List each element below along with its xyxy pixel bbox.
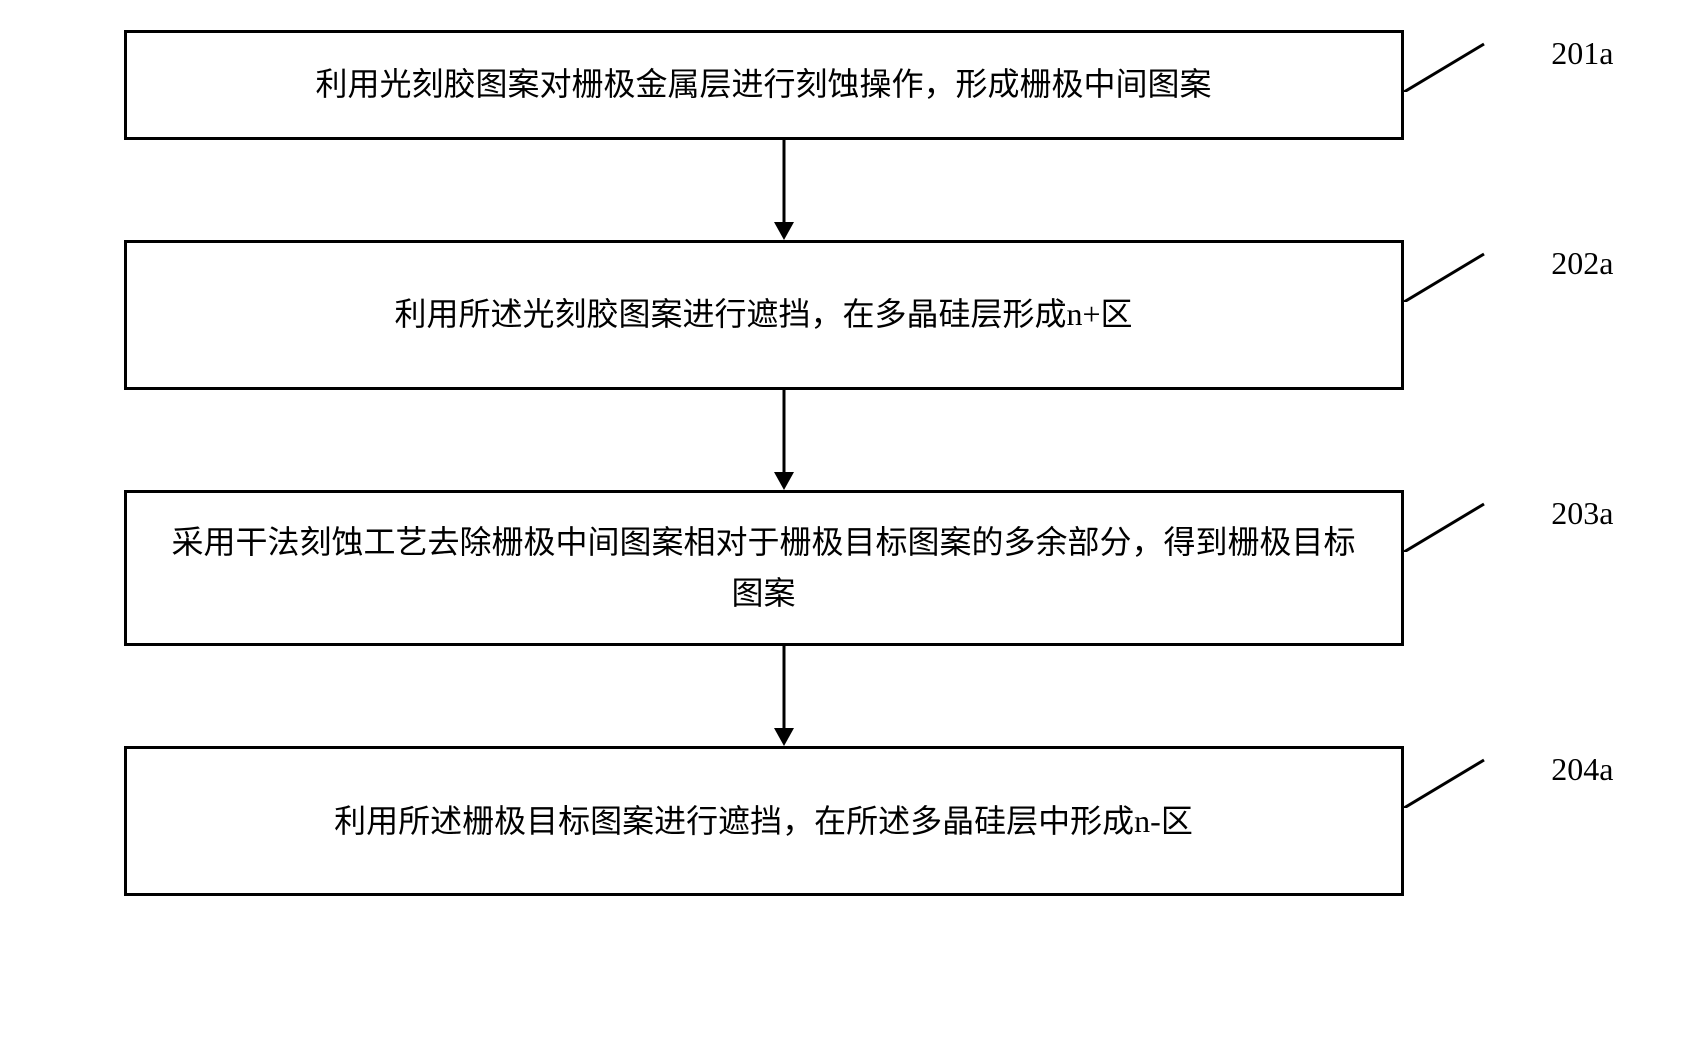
label-connector-line [1404,492,1504,552]
step-label-204a: 204a [1551,751,1613,788]
step-text: 利用所述光刻胶图案进行遮挡，在多晶硅层形成n+区 [394,289,1132,340]
step-row-4: 利用所述栅极目标图案进行遮挡，在所述多晶硅层中形成n-区 204a [94,746,1594,896]
step-text: 利用所述栅极目标图案进行遮挡，在所述多晶硅层中形成n-区 [334,796,1193,847]
step-row-2: 利用所述光刻胶图案进行遮挡，在多晶硅层形成n+区 202a [94,240,1594,390]
step-row-1: 利用光刻胶图案对栅极金属层进行刻蚀操作，形成栅极中间图案 201a [94,30,1594,140]
label-connector-line [1404,242,1504,302]
step-text: 采用干法刻蚀工艺去除栅极中间图案相对于栅极目标图案的多余部分，得到栅极目标图案 [157,517,1371,619]
step-box-202a: 利用所述光刻胶图案进行遮挡，在多晶硅层形成n+区 [124,240,1404,390]
arrow-connector-3 [124,646,1444,746]
step-row-3: 采用干法刻蚀工艺去除栅极中间图案相对于栅极目标图案的多余部分，得到栅极目标图案 … [94,490,1594,646]
step-box-204a: 利用所述栅极目标图案进行遮挡，在所述多晶硅层中形成n-区 [124,746,1404,896]
step-label-201a: 201a [1551,35,1613,72]
label-connector-line [1404,32,1504,92]
flowchart-container: 利用光刻胶图案对栅极金属层进行刻蚀操作，形成栅极中间图案 201a 利用所述光刻… [94,30,1594,896]
arrow-connector-2 [124,390,1444,490]
arrow-connector-1 [124,140,1444,240]
step-label-202a: 202a [1551,245,1613,282]
step-box-203a: 采用干法刻蚀工艺去除栅极中间图案相对于栅极目标图案的多余部分，得到栅极目标图案 [124,490,1404,646]
step-box-201a: 利用光刻胶图案对栅极金属层进行刻蚀操作，形成栅极中间图案 [124,30,1404,140]
step-label-203a: 203a [1551,495,1613,532]
label-connector-line [1404,748,1504,808]
step-text: 利用光刻胶图案对栅极金属层进行刻蚀操作，形成栅极中间图案 [315,59,1211,110]
